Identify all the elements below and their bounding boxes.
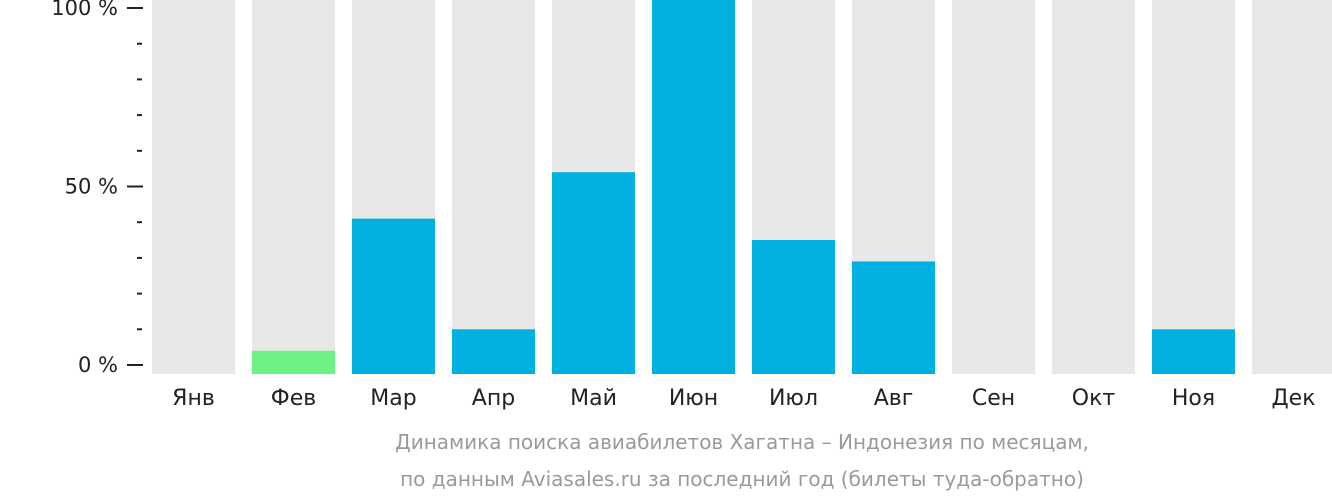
bar-track xyxy=(1152,0,1235,374)
bar xyxy=(1152,329,1235,374)
x-tick-label: Июн xyxy=(669,386,718,411)
bar xyxy=(252,350,335,374)
x-tick-label: Апр xyxy=(472,386,515,411)
x-tick-label: Янв xyxy=(172,386,215,411)
y-tick-label: 100 % xyxy=(51,0,118,20)
bar-track xyxy=(1052,0,1135,374)
bar-track xyxy=(1252,0,1332,374)
x-tick-label: Окт xyxy=(1072,386,1116,411)
bar-track xyxy=(952,0,1035,374)
bar xyxy=(352,218,435,374)
bar-chart: 0 % 50 % 100 % Янв Фев Мар Апр Май Июн Июл Авг Сен О… xyxy=(51,0,1332,411)
bar-track xyxy=(152,0,235,374)
bar-track xyxy=(252,0,335,374)
bar xyxy=(552,172,635,374)
x-tick-label: Авг xyxy=(874,386,914,411)
x-tick-label: Июл xyxy=(769,386,818,411)
y-tick-label: 50 % xyxy=(65,175,118,199)
bar xyxy=(852,261,935,374)
x-tick-label: Дек xyxy=(1271,386,1315,411)
bar xyxy=(652,0,735,374)
x-tick-label: Сен xyxy=(972,386,1015,411)
bar-track xyxy=(452,0,535,374)
chart-caption-line-1: Динамика поиска авиабилетов Хагатна – Ин… xyxy=(395,430,1089,454)
bar xyxy=(752,240,835,374)
x-tick-label: Май xyxy=(570,386,617,411)
chart-caption-line-2: по данным Aviasales.ru за последний год … xyxy=(400,467,1084,491)
x-tick-label: Мар xyxy=(370,386,416,411)
x-tick-label: Ноя xyxy=(1172,386,1215,411)
bar xyxy=(452,329,535,374)
y-tick-label: 0 % xyxy=(78,353,118,377)
x-tick-label: Фев xyxy=(271,386,316,411)
